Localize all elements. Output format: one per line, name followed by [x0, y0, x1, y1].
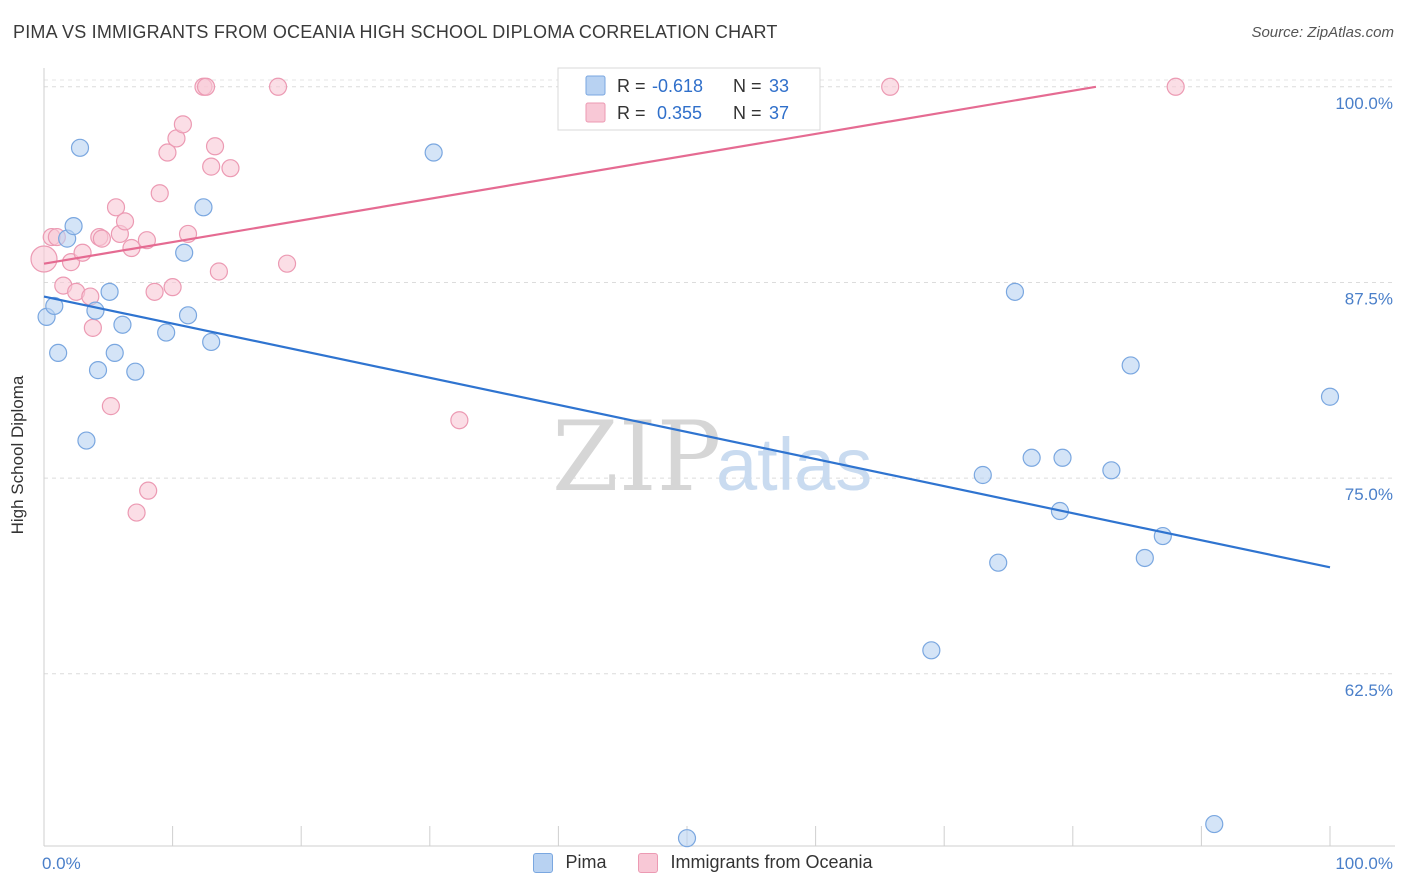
oceania-point-20 — [150, 184, 169, 203]
pima-point-22 — [989, 553, 1008, 572]
trendlines — [43, 85, 1331, 569]
oceania-point-17 — [137, 231, 156, 250]
gridlines — [44, 79, 1395, 675]
x-tick-labels: 0.0% 100.0% — [42, 854, 1393, 873]
oceania-point-10 — [92, 229, 111, 248]
oceania-point-8 — [83, 318, 102, 337]
pima-point-10 — [105, 343, 124, 363]
pima-point-27 — [1102, 461, 1121, 480]
y-tick-label-1: 87.5% — [1345, 289, 1393, 308]
oceania-point-29 — [205, 137, 225, 156]
pima-point-29 — [1135, 548, 1154, 568]
watermark-zip: ZIP — [552, 401, 721, 513]
y-tick-label-2: 75.0% — [1345, 485, 1393, 504]
pima-r-label: R = — [617, 76, 646, 96]
oceania-point-33 — [277, 254, 297, 273]
y-tick-label-0: 100.0% — [1335, 94, 1393, 113]
pima-point-20 — [922, 641, 941, 660]
y-tick-labels: 100.0% 87.5% 75.0% 62.5% — [1335, 94, 1393, 700]
pima-point-7 — [86, 301, 105, 320]
oceania-point-21 — [158, 143, 177, 162]
watermark: ZIP atlas — [552, 401, 872, 513]
oceania-point-31 — [221, 159, 240, 178]
oceania-point-18 — [139, 481, 158, 500]
pima-point-11 — [113, 315, 132, 334]
pima-point-17 — [202, 332, 221, 352]
pima-point-31 — [1205, 814, 1224, 834]
oceania-point-16 — [127, 503, 146, 522]
legend-item-pima: Pima — [533, 852, 606, 873]
oceania-legend-swatch — [585, 102, 606, 123]
oceania-trendline — [43, 85, 1097, 265]
pima-point-8 — [88, 361, 108, 380]
oceania-point-12 — [106, 198, 126, 217]
pima-point-6 — [77, 431, 96, 450]
pima-point-5 — [70, 138, 90, 157]
pima-point-18 — [424, 143, 443, 162]
pima-point-25 — [1053, 448, 1072, 467]
oceania-swatch — [638, 852, 659, 873]
pima-n-value: 33 — [769, 76, 789, 96]
pima-point-2 — [49, 343, 68, 363]
x-tick-label-0: 0.0% — [42, 854, 81, 873]
oceania-point-30 — [209, 262, 228, 281]
pima-swatch — [533, 852, 554, 873]
oceania-r-label: R = — [617, 103, 646, 123]
oceania-point-19 — [145, 282, 164, 301]
oceania-r-value: 0.355 — [657, 103, 702, 123]
oceania-point-14 — [115, 212, 135, 231]
pima-n-label: N = — [733, 76, 762, 96]
oceania-point-35 — [881, 77, 900, 96]
pima-point-28 — [1121, 356, 1140, 375]
legend-label-oceania: Immigrants from Oceania — [670, 852, 873, 872]
source-label: Source: ZipAtlas.com — [1251, 24, 1394, 41]
legend-item-oceania: Immigrants from Oceania — [638, 852, 873, 873]
pima-point-9 — [100, 282, 119, 301]
pima-point-19 — [677, 829, 697, 848]
oceania-point-24 — [173, 115, 192, 134]
pima-point-21 — [973, 465, 992, 485]
pima-point-24 — [1022, 448, 1041, 467]
pima-point-4 — [64, 217, 83, 236]
pima-point-12 — [126, 362, 145, 381]
oceania-point-11 — [101, 397, 120, 416]
pima-trendline — [43, 295, 1331, 569]
pima-legend-swatch — [585, 75, 606, 96]
pima-point-14 — [175, 243, 194, 262]
oceania-point-22 — [163, 278, 182, 297]
pima-point-16 — [194, 198, 213, 217]
oceania-point-34 — [450, 411, 469, 430]
top-legend: R = -0.618 N = 33 R = 0.355 N = 37 — [557, 67, 821, 131]
pima-point-1 — [45, 296, 64, 316]
pima-point-13 — [157, 323, 176, 342]
pima-point-32 — [1320, 387, 1340, 406]
oceania-point-0 — [30, 245, 58, 273]
oceania-point-27 — [196, 77, 216, 96]
oceania-n-value: 37 — [769, 103, 789, 123]
oceania-point-28 — [202, 157, 221, 176]
oceania-point-36 — [1166, 77, 1185, 96]
y-tick-label-3: 62.5% — [1345, 681, 1393, 700]
pima-r-value: -0.618 — [652, 76, 703, 96]
oceania-n-label: N = — [733, 103, 762, 123]
chart-title: PIMA VS IMMIGRANTS FROM OCEANIA HIGH SCH… — [13, 22, 778, 42]
pima-point-23 — [1005, 282, 1025, 301]
x-tick-label-1: 100.0% — [1335, 854, 1393, 873]
bottom-legend: Pima Immigrants from Oceania — [0, 852, 1406, 873]
pima-point-15 — [178, 306, 198, 325]
oceania-point-32 — [268, 77, 288, 96]
legend-label-pima: Pima — [565, 852, 607, 872]
oceania-points — [30, 77, 1185, 522]
watermark-atlas: atlas — [716, 423, 872, 506]
